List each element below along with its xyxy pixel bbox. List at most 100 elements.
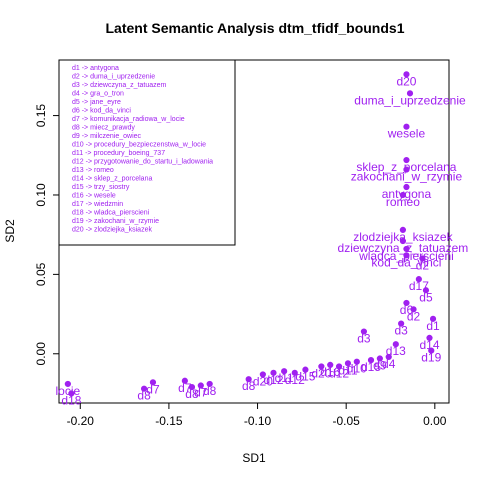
- data-point: [281, 368, 288, 375]
- point-label: d3: [357, 332, 371, 346]
- data-point: [344, 360, 352, 367]
- data-point: [367, 357, 375, 364]
- data-point: [291, 369, 298, 376]
- point-label: d8: [242, 379, 256, 393]
- data-point: [410, 306, 417, 313]
- legend-entry: d17 -> wiedzmin: [72, 201, 123, 208]
- data-point: [68, 390, 75, 397]
- data-point: [403, 183, 410, 191]
- legend-entry: d11 -> procedury_boeing_737: [72, 150, 165, 157]
- data-point: [403, 166, 410, 173]
- legend-entry: d10 -> procedury_bezpieczenstwa_w_locie: [72, 142, 206, 149]
- y-tick-label: 0.00: [34, 342, 48, 366]
- point-label: d8: [137, 389, 151, 403]
- data-point: [376, 355, 383, 362]
- data-point: [415, 276, 422, 283]
- data-point: [399, 191, 407, 199]
- data-point: [403, 245, 410, 253]
- point-label: d20: [396, 74, 416, 88]
- data-point: [422, 287, 430, 294]
- point-label: d3: [394, 324, 408, 338]
- points-layer: [64, 71, 437, 397]
- data-point: [398, 320, 405, 327]
- data-point: [318, 363, 325, 370]
- y-tick-label: 0.05: [34, 262, 48, 286]
- point-label: d11: [338, 363, 357, 377]
- data-point: [259, 371, 266, 378]
- point-label: d11: [275, 371, 294, 385]
- point-label: locie: [56, 384, 81, 398]
- legend-entry: d19 -> zakochani_w_rzymie: [72, 218, 159, 225]
- point-label: d12: [329, 366, 349, 380]
- legend-entry: d15 -> trzy_siostry: [72, 184, 130, 191]
- point-label: d6: [400, 303, 414, 317]
- point-label: d17: [409, 279, 429, 293]
- chart-title: Latent Semantic Analysis dtm_tfidf_bound…: [106, 20, 405, 36]
- point-label: zlodziejka_ksiazek: [353, 230, 453, 244]
- legend-entry: d20 -> zlodziejka_ksiazek: [72, 227, 152, 234]
- point-label: d10: [347, 362, 367, 376]
- point-label: d8: [185, 387, 199, 401]
- point-label: d8: [203, 384, 217, 398]
- x-axis: -0.20 -0.15 -0.10 -0.05 0.00: [67, 403, 447, 428]
- x-tick-label: -0.15: [155, 414, 183, 428]
- data-point: [406, 90, 414, 97]
- legend: d1 -> antygona d2 -> duma_i_uprzedzenied3…: [58, 59, 236, 246]
- data-point: [403, 71, 410, 78]
- data-point: [429, 315, 437, 322]
- point-label: duma_i_uprzedzenie: [354, 93, 466, 107]
- point-label: d15: [361, 360, 381, 374]
- data-point: [385, 353, 392, 361]
- data-point: [188, 384, 196, 391]
- data-point: [399, 237, 407, 245]
- legend-entry: d2 -> duma_i_uprzedzenie: [72, 74, 155, 81]
- point-label: zakochani_w_rzymie: [351, 170, 463, 184]
- x-tick-label: -0.05: [333, 414, 361, 428]
- data-point: [181, 377, 188, 384]
- data-point: [353, 358, 360, 365]
- point-label: d12: [263, 373, 283, 387]
- legend-entry: d14 -> sklep_z_porcelana: [72, 176, 152, 183]
- legend-items: d1 -> antygona d2 -> duma_i_uprzedzenied3…: [72, 65, 213, 234]
- point-label: d9: [373, 359, 387, 373]
- point-label: d14: [419, 338, 439, 352]
- point-label: d5: [419, 290, 433, 304]
- data-point: [335, 363, 343, 370]
- data-point: [426, 334, 433, 341]
- point-label: d19: [421, 351, 441, 365]
- point-label: d7: [194, 386, 208, 400]
- legend-entry: d13 -> romeo: [72, 167, 114, 174]
- legend-entry: d7 -> komunikacja_radiowa_w_locie: [72, 116, 185, 123]
- point-label: d18: [61, 393, 81, 407]
- point-label: wesele: [387, 127, 426, 141]
- legend-entry: d1 -> antygona: [72, 65, 119, 72]
- point-label: d20: [311, 366, 331, 380]
- legend-entry: d3 -> dziewczyna_z_tatuazem: [72, 82, 167, 89]
- data-point: [403, 299, 410, 307]
- data-point: [327, 361, 334, 368]
- point-label: d13: [386, 344, 406, 358]
- legend-entry: d5 -> jane_eyre: [72, 99, 121, 106]
- data-point: [399, 226, 407, 234]
- legend-entry: d18 -> wladca_pierscieni: [72, 210, 150, 217]
- point-label: d7: [146, 382, 160, 396]
- point-label: d15: [295, 370, 315, 384]
- data-point: [270, 369, 277, 376]
- legend-box: [58, 59, 236, 246]
- y-axis-title: SD2: [3, 219, 17, 243]
- point-label: antygona: [382, 187, 432, 201]
- data-point: [403, 156, 410, 164]
- data-point: [149, 379, 157, 386]
- point-label: d2: [407, 309, 421, 323]
- x-tick-label: 0.00: [423, 414, 447, 428]
- point-label: wladca_pierscieni: [358, 249, 454, 263]
- legend-entry: d12 -> przygotowanie_do_startu_i_ladowan…: [72, 159, 213, 166]
- data-point: [428, 347, 435, 354]
- data-point: [245, 376, 252, 383]
- data-point: [302, 366, 309, 373]
- y-tick-label: 0.15: [34, 104, 48, 128]
- data-point: [403, 252, 410, 259]
